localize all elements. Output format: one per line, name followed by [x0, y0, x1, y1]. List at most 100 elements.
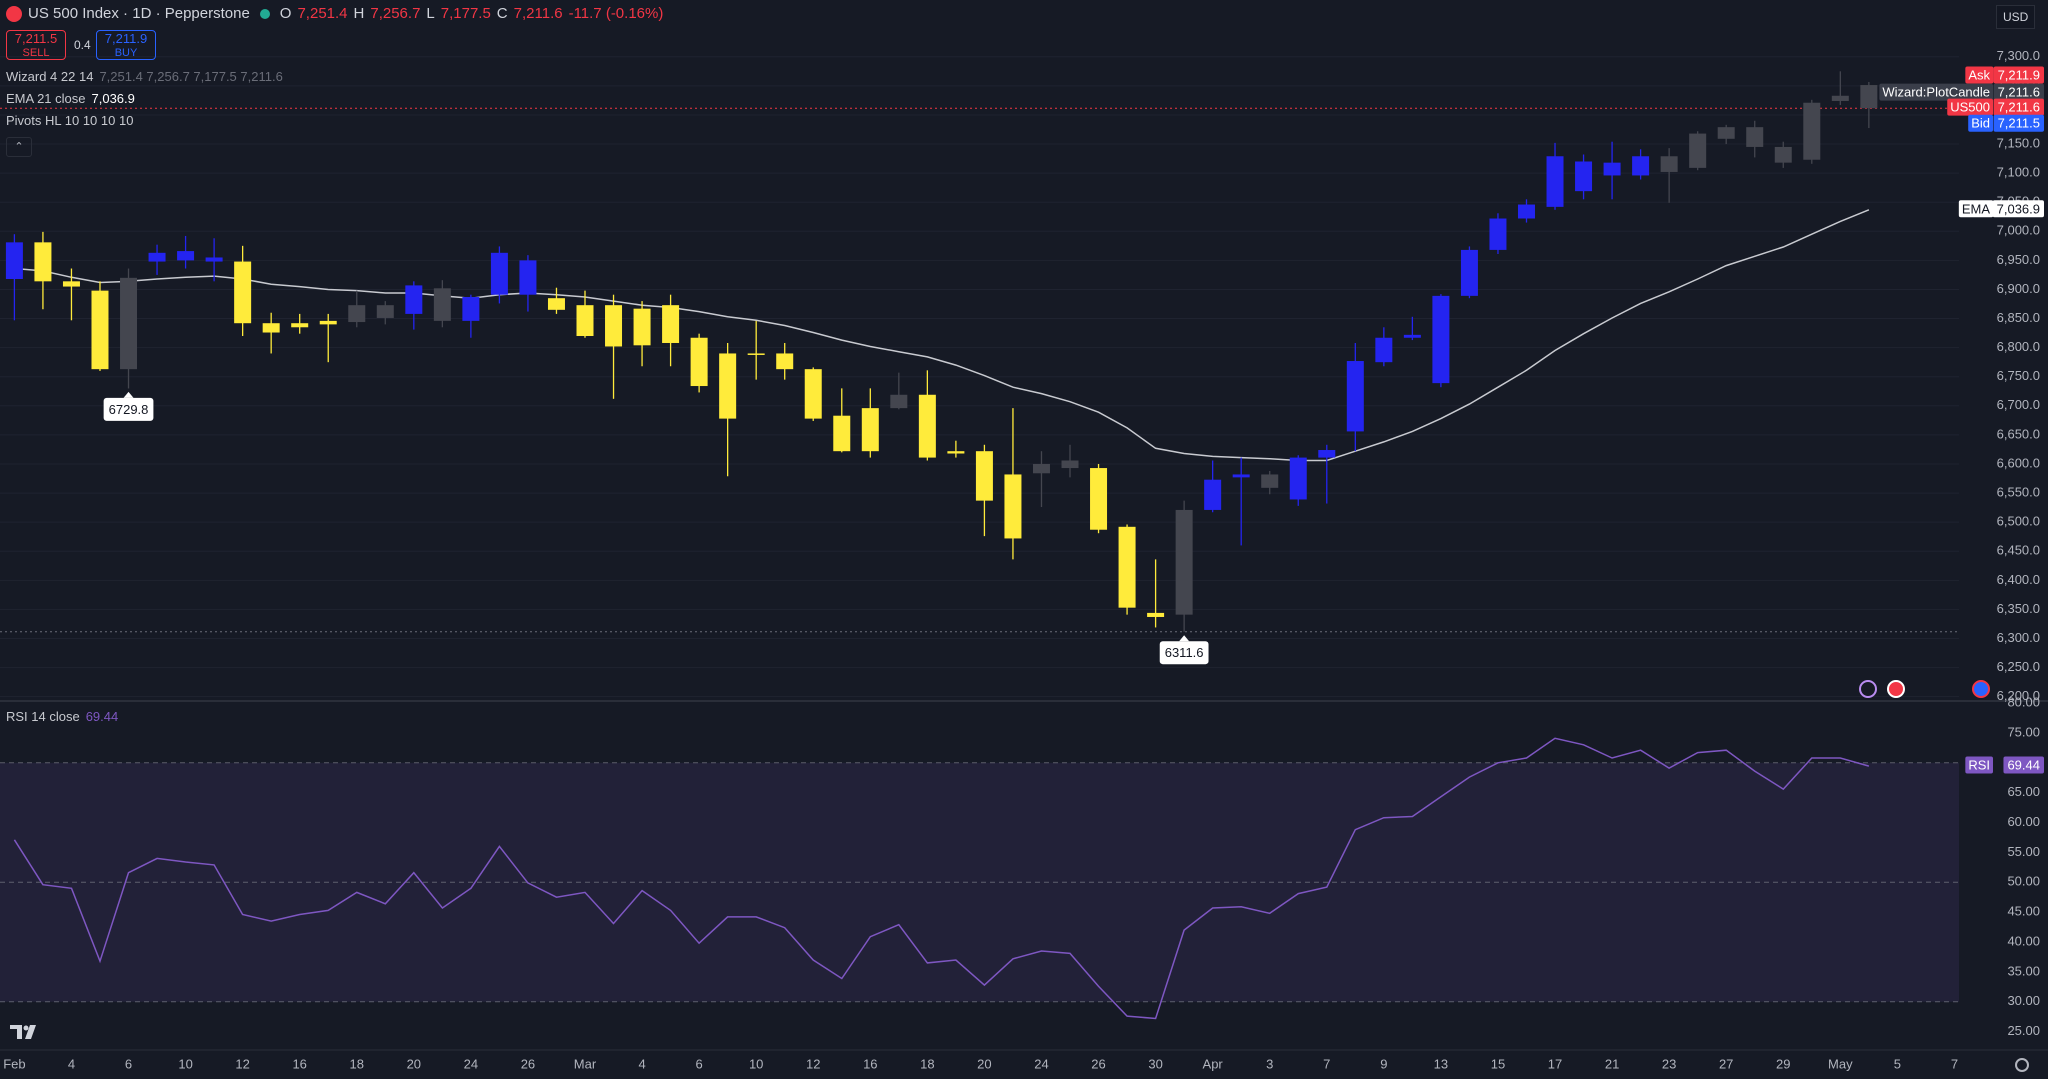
- sell-button[interactable]: 7,211.5 SELL: [6, 30, 66, 60]
- logo: [10, 1025, 36, 1039]
- candle-body: [462, 297, 480, 321]
- sell-price: 7,211.5: [14, 31, 58, 46]
- pivot-label: 6311.6: [1165, 645, 1204, 660]
- spread: 0.4: [74, 38, 91, 52]
- y-tick-label: 25.00: [2007, 1023, 2040, 1038]
- x-tick-label: Mar: [574, 1056, 597, 1071]
- candle-body: [576, 305, 594, 337]
- pivot-label-pointer: [1179, 635, 1190, 642]
- candle-body: [177, 251, 195, 261]
- indicator-values: 69.44: [85, 709, 119, 724]
- x-tick-label: 5: [1894, 1056, 1901, 1071]
- candle-body: [205, 257, 223, 262]
- candle-body: [1346, 361, 1364, 432]
- series-last-value-box: [2003, 756, 2044, 774]
- candle-body: [405, 285, 423, 314]
- settings-button[interactable]: [2015, 1058, 2029, 1072]
- candle-body: [947, 451, 965, 454]
- series-last-value: 7,036.9: [1997, 201, 2040, 216]
- ohlc-label: H: [353, 5, 365, 22]
- candle-body: [490, 252, 508, 295]
- price-label-name-box: [1968, 114, 1993, 132]
- ema-line: [14, 209, 1870, 462]
- series-name-box: [1965, 756, 1993, 774]
- candle-body: [1432, 295, 1450, 384]
- candle-body: [690, 337, 708, 387]
- y-tick-label: 55.00: [2007, 844, 2040, 859]
- indicator-name: Pivots HL 10 10 10 10: [6, 113, 134, 128]
- x-tick-label: Apr: [1203, 1056, 1224, 1071]
- y-tick-label: 6,300.0: [1997, 630, 2040, 645]
- indicator-values: 7,036.9: [91, 91, 135, 106]
- buy-label: BUY: [114, 47, 138, 59]
- y-tick-label: 7,100.0: [1997, 165, 2040, 180]
- indicator-legend[interactable]: Pivots HL 10 10 10 10: [6, 112, 133, 130]
- ohlc-label: L: [426, 5, 435, 22]
- candle-body: [1489, 218, 1507, 250]
- candle-body: [1803, 102, 1821, 160]
- price-label-box: [1993, 83, 2044, 101]
- y-tick-label: 6,200.0: [1997, 688, 2040, 703]
- y-tick-label: 6,900.0: [1997, 281, 2040, 296]
- candle-body: [1061, 460, 1079, 469]
- price-label-name: Wizard:PlotCandle: [1882, 85, 1990, 100]
- x-tick-label: 29: [1776, 1056, 1790, 1071]
- price-label-name: Bid: [1971, 116, 1990, 131]
- candle-body: [1004, 474, 1022, 539]
- event-icon[interactable]: [1972, 680, 1990, 698]
- candle-body: [1375, 337, 1393, 363]
- market-status: [259, 9, 270, 19]
- indicator-legend[interactable]: EMA 21 close 7,036.9: [6, 90, 135, 108]
- x-tick-label: 12: [806, 1056, 820, 1071]
- y-tick-label: 6,250.0: [1997, 659, 2040, 674]
- candle-body: [662, 305, 680, 343]
- indicator-legend[interactable]: RSI 14 close 69.44: [6, 708, 118, 726]
- y-tick-label: 7,300.0: [1997, 48, 2040, 63]
- logo-dot: [23, 1025, 29, 1031]
- buy-button[interactable]: 7,211.9 BUY: [96, 30, 156, 60]
- candle-body: [1261, 474, 1279, 488]
- ohlc-value: 7,256.7: [370, 5, 421, 22]
- change: -11.7 (-0.16%): [568, 5, 664, 22]
- event-icon[interactable]: [1887, 680, 1905, 698]
- y-tick-label: 7,000.0: [1997, 223, 2040, 238]
- candle-body: [1460, 249, 1478, 296]
- candle-body: [1289, 457, 1307, 500]
- x-tick-label: 20: [407, 1056, 421, 1071]
- x-tick-label: 16: [292, 1056, 306, 1071]
- symbol-header: US 500 Index · 1D · Pepperstone O 7,251.4…: [6, 5, 663, 23]
- y-tick-label: 7,150.0: [1997, 135, 2040, 150]
- candle-body: [1147, 612, 1165, 617]
- candle-body: [633, 308, 651, 346]
- y-tick-label: 6,800.0: [1997, 339, 2040, 354]
- price-label-box: [1993, 114, 2044, 132]
- y-tick-label: 65.00: [2007, 784, 2040, 799]
- candle-body: [776, 353, 794, 370]
- indicator-name: EMA 21 close: [6, 91, 86, 106]
- x-tick-label: 18: [350, 1056, 364, 1071]
- series-name: RSI: [1968, 758, 1990, 773]
- collapse-button[interactable]: ⌃: [6, 137, 32, 157]
- candle-body: [62, 281, 80, 287]
- candle-body: [91, 290, 109, 370]
- candle-body: [1632, 156, 1650, 176]
- price-label-name-box: [1965, 66, 1994, 84]
- pivot-label-box: [1159, 641, 1209, 665]
- candle-body: [1517, 204, 1535, 219]
- y-tick-label: 6,500.0: [1997, 514, 2040, 529]
- sell-label: SELL: [22, 47, 50, 59]
- indicator-name: Wizard 4 22 14: [6, 69, 94, 84]
- candle-body: [1689, 133, 1707, 168]
- currency-button[interactable]: USD: [1996, 5, 2036, 29]
- event-icon[interactable]: [1859, 680, 1877, 698]
- symbol-icon: [6, 6, 22, 22]
- candle-body: [719, 353, 737, 419]
- x-tick-label: Feb: [3, 1056, 25, 1071]
- symbol-title[interactable]: US 500 Index · 1D · Pepperstone: [28, 5, 250, 22]
- candle-body: [376, 305, 394, 318]
- candle-body: [291, 323, 309, 328]
- indicator-legend[interactable]: Wizard 4 22 14 7,251.4 7,256.7 7,177.5 7,…: [6, 68, 283, 86]
- x-tick-label: 17: [1548, 1056, 1562, 1071]
